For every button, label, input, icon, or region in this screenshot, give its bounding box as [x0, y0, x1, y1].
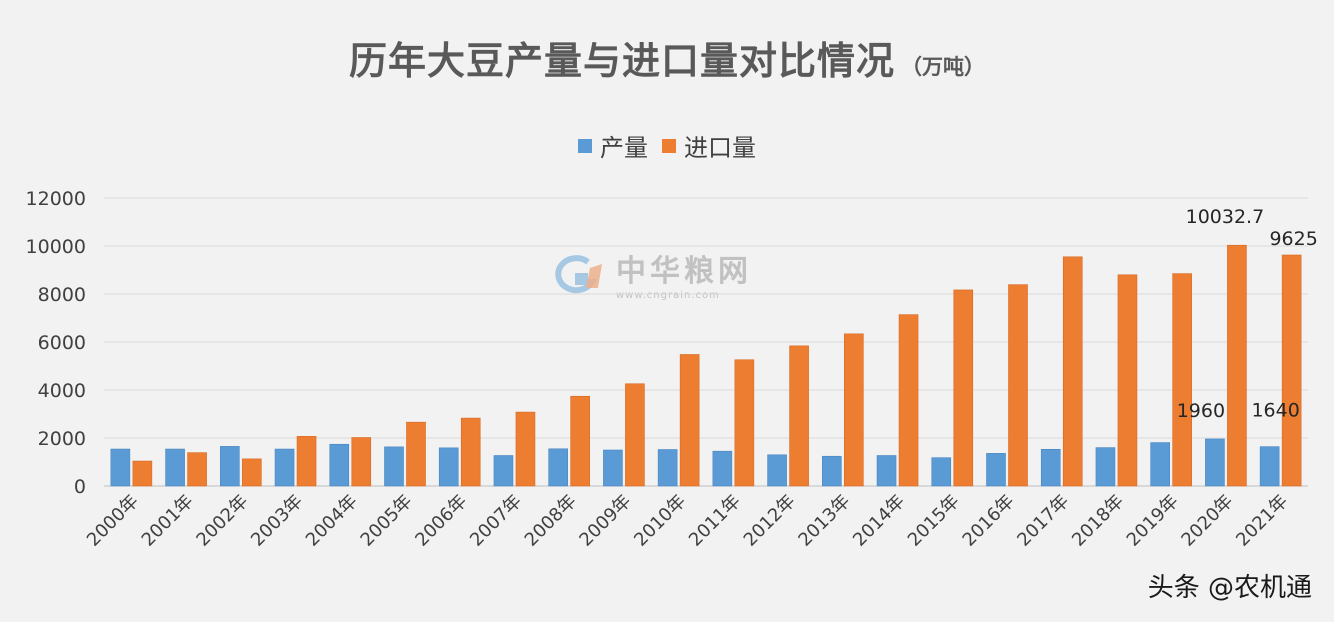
watermark-logo: 中华粮网 www.cngrain.com: [548, 246, 752, 301]
bar-production: [220, 446, 240, 487]
bar-import: [1062, 256, 1083, 487]
legend-item-import: 进口量: [662, 128, 756, 163]
bar-import: [242, 458, 262, 487]
x-tick-label: 2009年: [575, 491, 635, 551]
bar-production: [438, 447, 459, 487]
x-tick-label: 2020年: [1177, 491, 1237, 551]
footer-watermark: 头条 @农机通: [1147, 573, 1312, 603]
legend-swatch-import: [662, 138, 676, 153]
bar-import: [789, 345, 809, 487]
bar-import: [296, 436, 317, 487]
x-tick-label: 2005年: [357, 491, 417, 551]
bar-production: [1095, 447, 1116, 487]
chart-title: 历年大豆产量与进口量对比情况: [348, 39, 895, 83]
legend-item-production: 产量: [578, 128, 648, 163]
bar-production: [1259, 446, 1280, 487]
x-tick-label: 2000年: [83, 491, 143, 551]
bar-import: [570, 395, 590, 487]
bar-import: [1008, 284, 1028, 487]
bar-production: [931, 457, 952, 487]
y-tick-label: 10000: [26, 236, 86, 258]
legend: 产量 进口量: [0, 128, 1334, 163]
y-tick-label: 0: [74, 476, 86, 498]
x-tick-label: 2017年: [1013, 491, 1073, 551]
bar-production: [1205, 438, 1225, 487]
x-tick-label: 2018年: [1068, 491, 1128, 551]
bar-import: [898, 314, 919, 487]
bar-production: [712, 450, 733, 487]
x-tick-label: 2007年: [466, 491, 526, 551]
bar-production: [876, 455, 897, 487]
bar-production: [110, 448, 131, 487]
bar-production: [657, 449, 678, 487]
data-label: 1640: [1251, 400, 1299, 422]
x-tick-label: 2002年: [192, 491, 252, 551]
chart-title-block: 历年大豆产量与进口量对比情况 （万吨）: [0, 30, 1334, 85]
bar-import: [406, 421, 426, 487]
legend-swatch-production: [578, 138, 592, 153]
bar-production: [986, 453, 1006, 487]
bar-production: [493, 455, 514, 487]
bar-import: [1227, 244, 1247, 487]
bar-import: [1172, 273, 1192, 487]
bar-import: [351, 437, 372, 487]
x-tick-label: 2015年: [904, 491, 964, 551]
x-tick-label: 2011年: [685, 491, 745, 551]
data-label: 9625: [1269, 228, 1317, 250]
x-tick-label: 2008年: [521, 491, 581, 551]
bar-import: [734, 359, 755, 487]
bar-import: [460, 417, 481, 487]
y-tick-label: 4000: [38, 380, 86, 402]
bar-production: [822, 455, 842, 487]
legend-label-production: 产量: [600, 134, 648, 162]
x-tick-label: 2006年: [411, 491, 471, 551]
bar-production: [384, 446, 404, 487]
bar-import: [1117, 274, 1138, 487]
bar-production: [274, 448, 295, 487]
bar-production: [548, 448, 568, 487]
bar-import: [187, 452, 207, 487]
y-tick-label: 12000: [26, 188, 86, 210]
logo-text: 中华粮网: [616, 254, 752, 289]
bar-import: [844, 333, 864, 487]
x-tick-label: 2013年: [794, 491, 854, 551]
bar-production: [767, 454, 787, 487]
data-label: 1960: [1177, 400, 1225, 422]
chart-title-unit: （万吨）: [901, 55, 985, 79]
logo-text-group: 中华粮网 www.cngrain.com: [616, 246, 752, 301]
x-tick-label: 2010年: [630, 491, 690, 551]
x-tick-label: 2012年: [740, 491, 800, 551]
bar-import: [679, 354, 700, 487]
x-tick-label: 2021年: [1232, 491, 1292, 551]
y-tick-label: 8000: [38, 284, 86, 306]
bar-import: [1281, 254, 1302, 487]
bar-production: [329, 443, 350, 487]
data-label: 10032.7: [1186, 206, 1265, 228]
logo-url-text: www.cngrain.com: [616, 290, 720, 301]
x-tick-label: 2003年: [247, 491, 307, 551]
legend-label-import: 进口量: [684, 134, 756, 162]
bar-production: [1040, 448, 1061, 487]
x-tick-label: 2016年: [959, 491, 1019, 551]
bar-import: [515, 411, 536, 487]
y-tick-label: 2000: [38, 428, 86, 450]
x-tick-label: 2014年: [849, 491, 909, 551]
bar-import: [625, 383, 645, 487]
bar-import: [132, 460, 153, 487]
x-tick-label: 2001年: [138, 491, 198, 551]
logo-g-icon: [548, 254, 606, 294]
bar-production: [1150, 442, 1170, 487]
x-tick-label: 2019年: [1123, 491, 1183, 551]
y-tick-label: 6000: [38, 332, 86, 354]
bar-production: [165, 448, 185, 487]
bar-import: [953, 289, 974, 487]
bar-production: [603, 449, 623, 487]
x-tick-label: 2004年: [302, 491, 362, 551]
